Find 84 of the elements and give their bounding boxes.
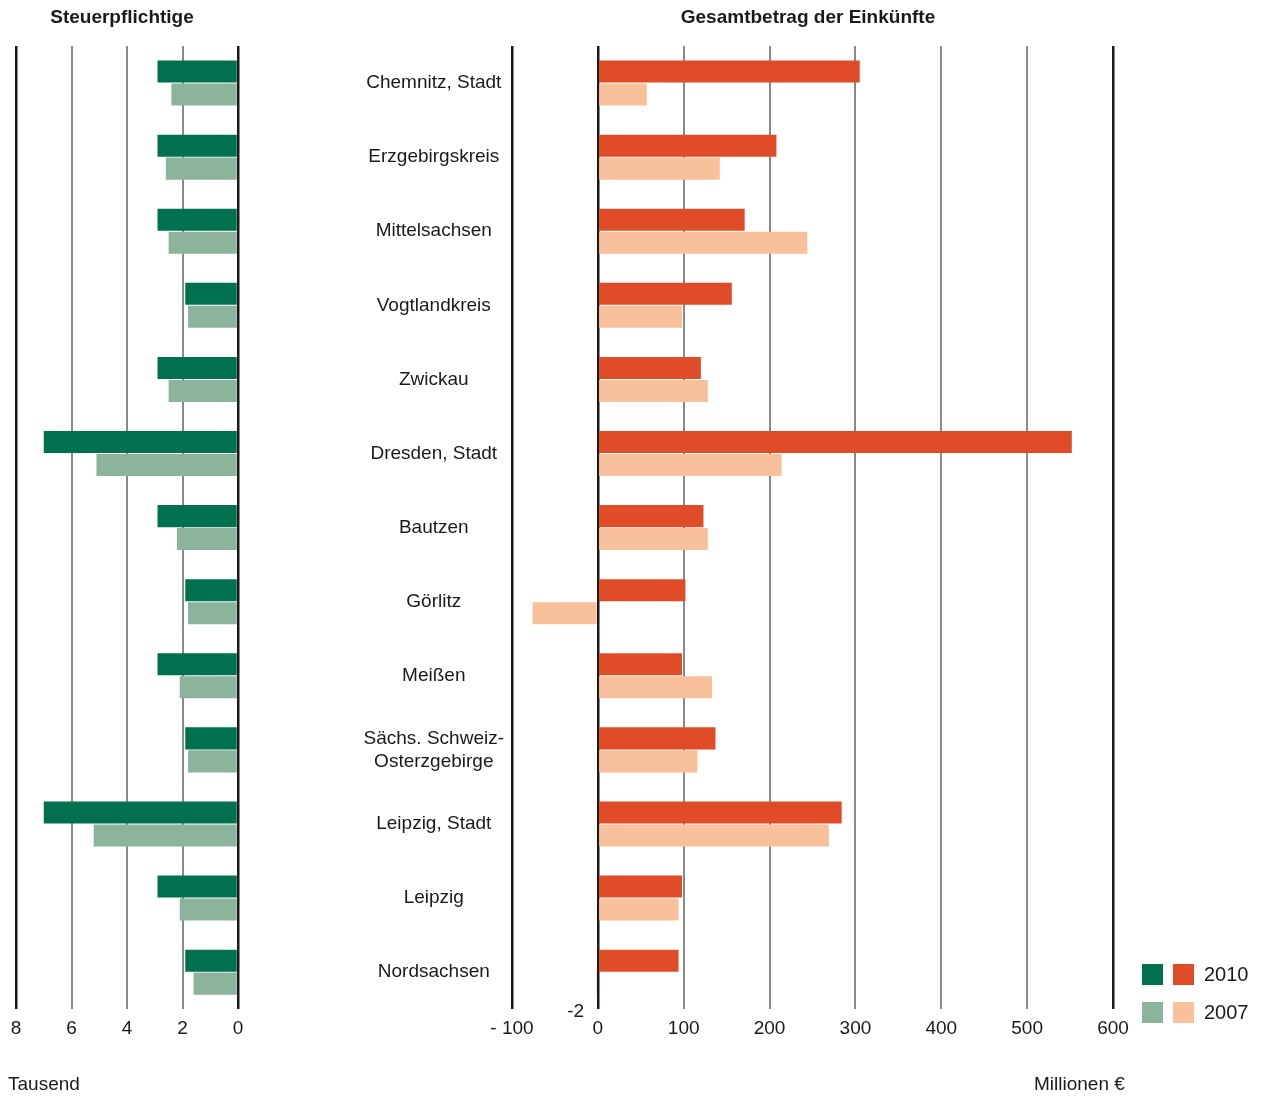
x-axis-title: Millionen €: [1034, 1073, 1125, 1095]
bar: [185, 282, 237, 305]
y-tick-label: Meißen: [402, 664, 466, 686]
y-tick-label: Bautzen: [398, 515, 469, 537]
x-tick-label: 0: [232, 1016, 244, 1038]
bar: [165, 157, 237, 180]
bar: [599, 356, 701, 379]
bar: [532, 602, 597, 625]
bar: [185, 727, 237, 750]
y-tick-label: Vogtlandkreis: [376, 293, 491, 315]
x-tick-label: 2: [177, 1016, 188, 1038]
bar: [599, 60, 860, 83]
bar: [43, 801, 237, 824]
y-tick-label: Dresden, Stadt: [370, 441, 498, 463]
bar: [599, 824, 829, 847]
x-tick-label: 0: [592, 1016, 604, 1038]
bar: [179, 898, 237, 921]
bar: [157, 208, 237, 231]
x-tick-label: 400: [925, 1016, 958, 1038]
bar: [157, 60, 237, 83]
bar: [193, 972, 237, 995]
chart-title: Steuerpflichtige: [50, 6, 194, 28]
x-axis-title: Tausend: [8, 1073, 80, 1095]
x-tick-label: 500: [1011, 1016, 1043, 1038]
bar: [43, 431, 237, 454]
x-tick-label: 200: [753, 1016, 786, 1038]
bar: [599, 579, 686, 602]
bar: [599, 875, 682, 898]
bar: [168, 231, 237, 254]
bar: [599, 801, 842, 824]
bar: [188, 305, 237, 328]
bar: [599, 727, 716, 750]
x-tick-label: 600: [1097, 1016, 1129, 1038]
bar: [599, 231, 808, 254]
bar: [93, 824, 237, 847]
bar: [599, 528, 708, 551]
bar: [599, 282, 732, 305]
y-tick-label: Leipzig, Stadt: [376, 812, 493, 834]
x-tick-label: 4: [121, 1016, 133, 1038]
bar: [188, 602, 237, 625]
bar: [157, 505, 237, 528]
bar: [599, 453, 782, 477]
bar: [185, 579, 237, 602]
y-tick-label: Erzgebirgskreis: [368, 145, 500, 167]
bar: [96, 453, 237, 477]
x-tick-label: - 100: [490, 1016, 534, 1038]
y-tick-label: Görlitz: [406, 589, 462, 611]
x-tick-label: 8: [10, 1016, 22, 1038]
y-tick-label: Mittelsachsen: [375, 219, 492, 241]
bar: [599, 208, 745, 231]
bar: [168, 379, 237, 402]
bar: [599, 898, 679, 921]
bar: [599, 676, 713, 699]
x-tick-label: 6: [66, 1016, 77, 1038]
bar: [599, 431, 1072, 454]
bar: [157, 875, 237, 898]
y-tick-label: Sächs. Schweiz- Osterzgebirge: [363, 726, 505, 771]
bar: [599, 379, 708, 402]
bar: [599, 750, 698, 773]
bar: [157, 356, 237, 379]
bar: [185, 949, 237, 972]
x-tick-label: 100: [667, 1016, 700, 1038]
bar: [599, 949, 679, 972]
y-tick-label: Chemnitz, Stadt: [366, 71, 503, 93]
legend-label: 2010: [1204, 962, 1249, 986]
chart-title: Gesamtbetrag der Einkünfte: [680, 6, 936, 28]
bar: [599, 505, 704, 528]
bar: [599, 157, 720, 180]
bar: [599, 134, 777, 157]
bar: [599, 305, 682, 328]
bar: [157, 134, 237, 157]
bar: [599, 83, 647, 106]
y-tick-label: Leipzig: [403, 886, 464, 908]
bar: [599, 653, 682, 676]
bar: [171, 83, 237, 106]
y-tick-label: Zwickau: [398, 367, 469, 389]
bar: [176, 528, 237, 551]
bar: [179, 676, 237, 699]
legend-label: 2007: [1204, 1000, 1249, 1024]
x-tick-label: 300: [839, 1016, 872, 1038]
y-tick-label: Nordsachsen: [377, 960, 490, 982]
bar: [188, 750, 237, 773]
data-label: -2: [567, 999, 585, 1021]
bar: [157, 653, 237, 676]
